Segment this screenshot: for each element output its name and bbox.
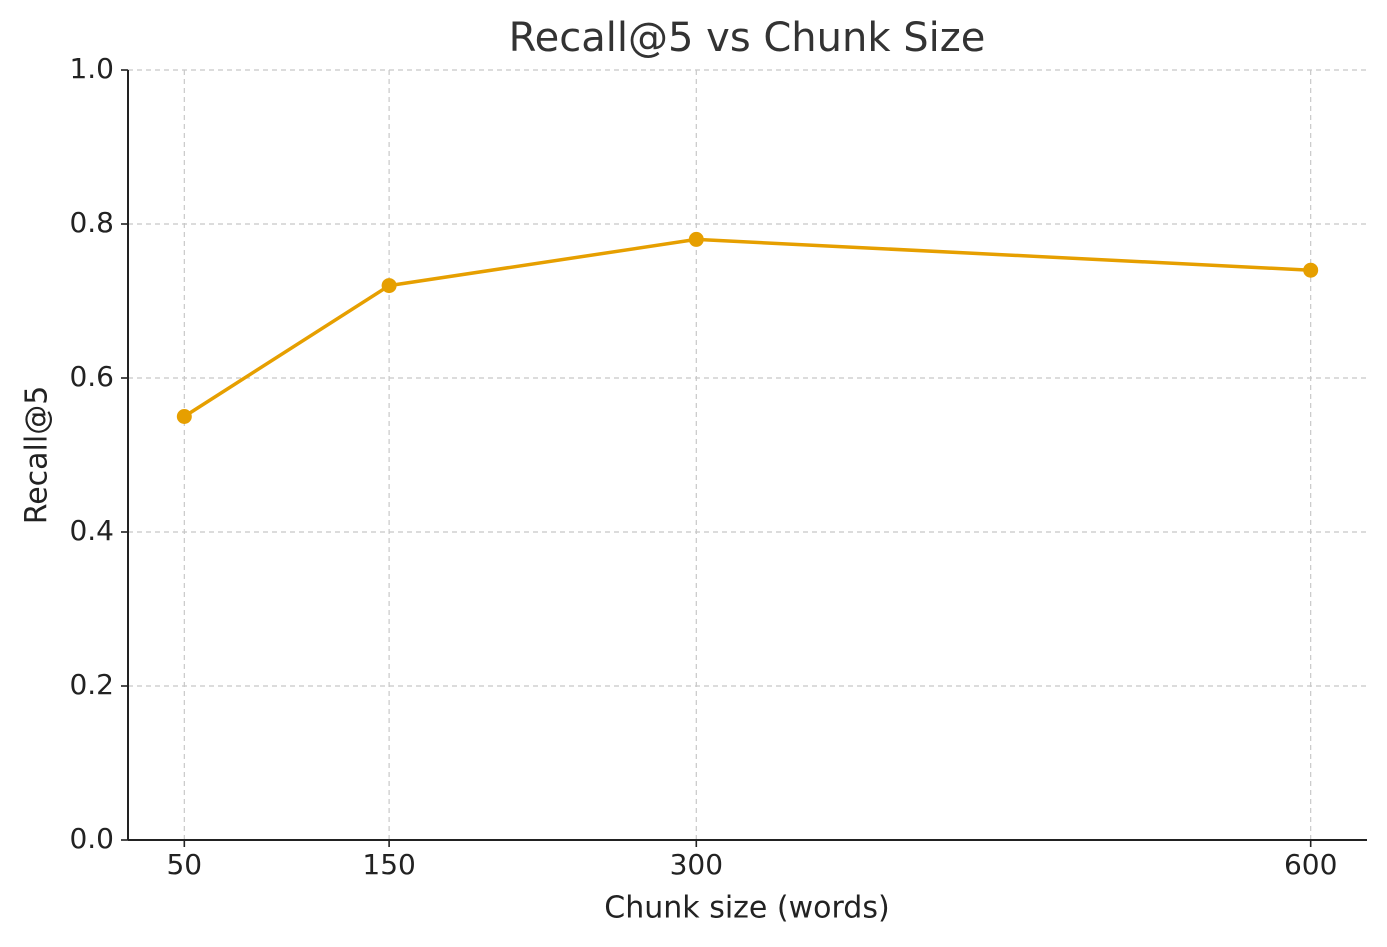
y-tick-label: 0.6 [69, 360, 114, 393]
y-tick-label: 1.0 [69, 52, 114, 85]
marker [381, 278, 397, 294]
y-tick-label: 0.0 [69, 822, 114, 855]
y-tick-label: 0.8 [69, 206, 114, 239]
marker [1303, 262, 1319, 278]
line [183, 237, 1311, 418]
x-tick-label: 50 [166, 848, 202, 881]
x-tick-label: 600 [1284, 848, 1337, 881]
x-tick-label: 300 [670, 848, 723, 881]
x-tick-label: 150 [362, 848, 415, 881]
marker [176, 409, 192, 424]
y-tick-label: 0.4 [69, 514, 114, 547]
y-axis-label: Recall@5 [20, 386, 55, 525]
y-tick-label: 0.2 [69, 668, 114, 701]
marker [688, 231, 704, 247]
chart-title: Recall@5 vs Chunk Size [509, 15, 986, 61]
x-axis-label: Chunk size (words) [604, 891, 889, 926]
